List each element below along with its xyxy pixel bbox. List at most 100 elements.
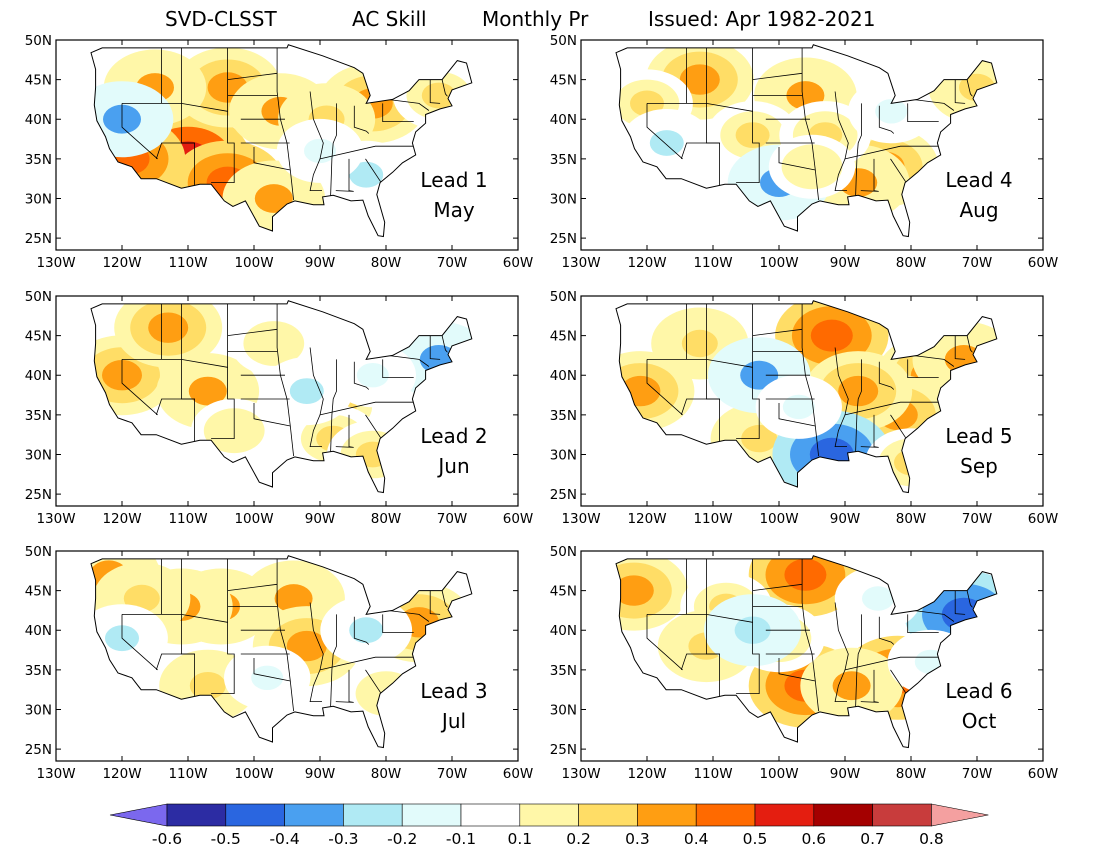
state-boundary — [778, 403, 816, 427]
state-boundary — [855, 103, 862, 197]
lon-label: 130W — [561, 255, 600, 271]
colorbar-label: -0.6 — [152, 830, 182, 848]
lon-label: 80W — [371, 255, 402, 271]
state-boundary — [954, 335, 966, 360]
state-boundary — [680, 142, 720, 189]
state-boundary — [954, 79, 966, 104]
lon-label: 90W — [830, 511, 861, 527]
state-boundary — [429, 335, 441, 360]
state-boundary — [878, 616, 895, 645]
skill-region-core — [914, 649, 947, 675]
month-label: Jun — [436, 454, 469, 478]
colorbar: -0.6 -0.5 -0.4 -0.3 -0.2 -0.1 0.1 0.2 0.3 0.4 0.5 0… — [109, 803, 989, 848]
skill-region-core — [809, 437, 854, 472]
lon-label: 100W — [759, 255, 798, 271]
state-boundary — [736, 47, 760, 183]
lon-label: 80W — [371, 511, 402, 527]
lon-label: 110W — [168, 766, 207, 782]
state-boundary — [878, 361, 895, 390]
state-boundary — [353, 105, 370, 134]
lon-label: 90W — [305, 766, 336, 782]
lat-label: 35N — [550, 152, 577, 168]
colorbar-label: -0.2 — [387, 830, 417, 848]
state-boundary — [441, 335, 448, 353]
skill-region-core — [251, 665, 284, 690]
lon-label: 90W — [830, 766, 861, 782]
colorbar-swatch — [637, 803, 697, 827]
skill-region-core — [616, 575, 654, 606]
lat-label: 45N — [550, 584, 577, 600]
lead-label: Lead 6 — [945, 679, 1012, 703]
state-boundary — [335, 414, 354, 448]
colorbar-swatch — [578, 803, 638, 827]
colorbar-min-arrow — [109, 803, 168, 827]
map-panels: 130W 120W 110W 100W 90W 80W 70W 60W 50N 45N 40N 35N… — [25, 33, 1059, 782]
colorbar-swatch — [754, 803, 815, 827]
skill-region-core — [189, 672, 226, 700]
lon-label: 80W — [896, 766, 927, 782]
skill-region-core — [257, 331, 290, 356]
colorbar-label: -0.3 — [328, 830, 358, 848]
state-boundary — [387, 610, 430, 622]
lat-label: 25N — [25, 742, 52, 758]
state-boundary — [736, 303, 760, 439]
skill-region-core — [349, 617, 384, 644]
state-boundary — [319, 656, 415, 671]
title-issued: Issued: Apr 1982-2021 — [648, 7, 875, 31]
map-panel: 130W 120W 110W 100W 90W 80W 70W 60W 50N 45N 40N 35N… — [550, 289, 1059, 527]
lat-label: 25N — [550, 742, 577, 758]
panel-frame — [580, 39, 1044, 251]
state-boundary — [155, 653, 195, 700]
skill-region-core — [784, 558, 827, 591]
state-boundary — [801, 303, 819, 457]
month-label: Jul — [440, 709, 466, 733]
lat-label: 30N — [25, 447, 52, 463]
lat-label: 25N — [550, 487, 577, 503]
state-boundary — [429, 590, 441, 615]
state-boundary — [365, 158, 382, 183]
state-boundary — [365, 414, 382, 439]
skill-region-core — [254, 184, 293, 213]
colorbar-swatch — [401, 803, 462, 827]
state-boundary — [890, 414, 907, 439]
lat-label: 40N — [550, 368, 577, 384]
lat-label: 35N — [25, 408, 52, 424]
colorbar-label: 0.4 — [684, 830, 709, 848]
state-boundary — [736, 558, 760, 694]
lead-label: Lead 5 — [945, 424, 1012, 448]
state-boundary — [907, 359, 939, 378]
lead-label: Lead 2 — [420, 424, 487, 448]
title-variable: Monthly Pr — [482, 7, 589, 31]
coastline — [90, 555, 473, 749]
lat-label: 50N — [550, 544, 577, 560]
lon-label: 120W — [102, 766, 141, 782]
colorbar-max-arrow — [931, 803, 989, 827]
state-boundary — [365, 669, 382, 694]
state-boundary — [330, 359, 337, 453]
state-boundary — [276, 303, 294, 457]
state-boundary — [155, 142, 195, 189]
lat-label: 40N — [550, 112, 577, 128]
state-boundary — [253, 403, 291, 427]
state-boundary — [844, 145, 940, 160]
colorbar-label: 0.5 — [743, 830, 768, 848]
lon-label: 130W — [36, 766, 75, 782]
colorbar-swatch — [460, 803, 521, 827]
skill-region — [355, 671, 417, 716]
state-boundary — [211, 303, 235, 439]
state-boundary — [330, 614, 337, 708]
lon-label: 110W — [693, 766, 732, 782]
skill-region — [878, 438, 944, 487]
lon-label: 70W — [962, 766, 993, 782]
state-boundary — [211, 47, 235, 183]
lon-label: 100W — [759, 511, 798, 527]
skill-region-core — [740, 360, 779, 390]
lead-label: Lead 3 — [420, 679, 487, 703]
lat-label: 25N — [25, 231, 52, 247]
lon-label: 130W — [561, 511, 600, 527]
state-boundary — [966, 335, 973, 353]
panel-frame — [55, 39, 519, 251]
state-boundary — [253, 147, 291, 171]
skill-region-core — [649, 130, 684, 156]
